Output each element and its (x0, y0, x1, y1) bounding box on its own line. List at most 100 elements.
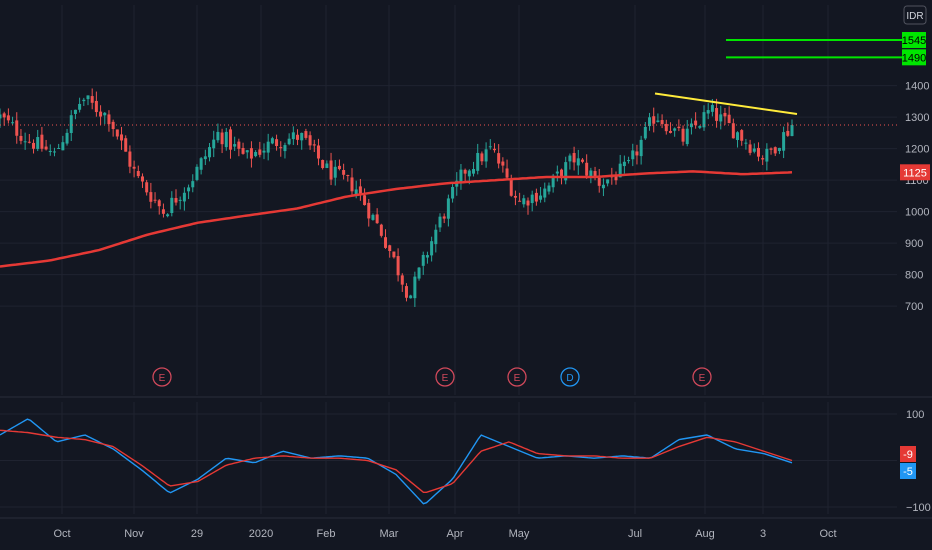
candle[interactable] (258, 149, 262, 155)
candle[interactable] (208, 147, 212, 158)
candle[interactable] (488, 146, 492, 148)
candle[interactable] (400, 275, 404, 285)
candle[interactable] (484, 149, 488, 162)
candle[interactable] (534, 192, 538, 202)
candle[interactable] (300, 132, 304, 141)
candle[interactable] (648, 117, 652, 127)
candle[interactable] (555, 171, 559, 174)
candle[interactable] (472, 169, 476, 174)
candle[interactable] (430, 241, 434, 256)
candle[interactable] (560, 169, 564, 179)
candle[interactable] (182, 192, 186, 202)
candle[interactable] (388, 245, 392, 252)
candle[interactable] (442, 216, 446, 219)
candle[interactable] (790, 125, 794, 137)
candle[interactable] (266, 141, 270, 153)
candle[interactable] (115, 129, 119, 137)
candle[interactable] (643, 126, 647, 139)
candle[interactable] (756, 147, 760, 157)
candle[interactable] (635, 151, 639, 156)
candle[interactable] (421, 254, 425, 266)
candle[interactable] (157, 200, 161, 207)
oscillator-slow-line[interactable] (0, 429, 793, 493)
candle[interactable] (564, 162, 568, 181)
candle[interactable] (57, 147, 61, 149)
candle[interactable] (476, 152, 480, 171)
candle[interactable] (149, 192, 153, 202)
candle[interactable] (438, 216, 442, 228)
candle[interactable] (73, 109, 77, 114)
candle[interactable] (547, 185, 551, 192)
candle[interactable] (325, 163, 329, 169)
candle[interactable] (82, 99, 86, 102)
candle[interactable] (786, 130, 790, 136)
candle[interactable] (52, 151, 56, 153)
candle[interactable] (677, 126, 681, 129)
candle[interactable] (254, 152, 258, 157)
candle[interactable] (572, 153, 576, 163)
candle[interactable] (216, 131, 220, 141)
candle[interactable] (618, 163, 622, 178)
candle[interactable] (86, 95, 90, 100)
candle[interactable] (409, 295, 413, 299)
candle[interactable] (748, 144, 752, 153)
candle[interactable] (513, 195, 517, 198)
candle[interactable] (107, 114, 111, 125)
candle[interactable] (509, 178, 513, 196)
candle[interactable] (178, 199, 182, 201)
candle[interactable] (342, 170, 346, 175)
candle[interactable] (170, 197, 174, 214)
candle[interactable] (78, 103, 82, 110)
candle[interactable] (773, 147, 777, 154)
earnings-marker[interactable] (152, 367, 172, 387)
candle[interactable] (526, 200, 530, 206)
candle[interactable] (593, 171, 597, 177)
candle[interactable] (358, 186, 362, 194)
candle[interactable] (744, 142, 748, 144)
candle[interactable] (2, 113, 6, 118)
candle[interactable] (237, 141, 241, 149)
trendline[interactable] (654, 92, 798, 116)
candle[interactable] (459, 169, 463, 184)
candle[interactable] (312, 144, 316, 146)
candle[interactable] (777, 147, 781, 152)
candle[interactable] (782, 132, 786, 151)
candle[interactable] (27, 141, 31, 143)
candle[interactable] (664, 123, 668, 132)
candle[interactable] (304, 131, 308, 138)
candle[interactable] (23, 141, 27, 143)
candle[interactable] (576, 158, 580, 166)
candle[interactable] (752, 148, 756, 152)
candle[interactable] (337, 165, 341, 170)
candle[interactable] (296, 134, 300, 140)
candle[interactable] (446, 198, 450, 219)
candle[interactable] (568, 155, 572, 162)
candle[interactable] (249, 148, 253, 159)
candle[interactable] (195, 166, 199, 180)
candle[interactable] (245, 150, 249, 153)
candle[interactable] (463, 169, 467, 174)
candle[interactable] (434, 229, 438, 245)
candle[interactable] (451, 187, 455, 199)
candle[interactable] (40, 134, 44, 149)
candle[interactable] (656, 120, 660, 122)
currency-badge[interactable] (903, 5, 927, 25)
candle[interactable] (589, 170, 593, 178)
candle[interactable] (505, 168, 509, 178)
candle[interactable] (241, 147, 245, 154)
candle[interactable] (220, 132, 224, 145)
candle[interactable] (145, 182, 149, 193)
candle[interactable] (11, 122, 15, 124)
candle[interactable] (363, 195, 367, 206)
candle[interactable] (0, 114, 2, 119)
candle[interactable] (404, 286, 408, 298)
earnings-marker[interactable] (435, 367, 455, 387)
candle[interactable] (19, 135, 23, 141)
candle[interactable] (698, 126, 702, 128)
candle[interactable] (585, 162, 589, 176)
candle[interactable] (660, 120, 664, 125)
candle[interactable] (689, 123, 693, 128)
candle[interactable] (161, 209, 165, 214)
candle[interactable] (530, 194, 534, 204)
candle[interactable] (187, 187, 191, 192)
